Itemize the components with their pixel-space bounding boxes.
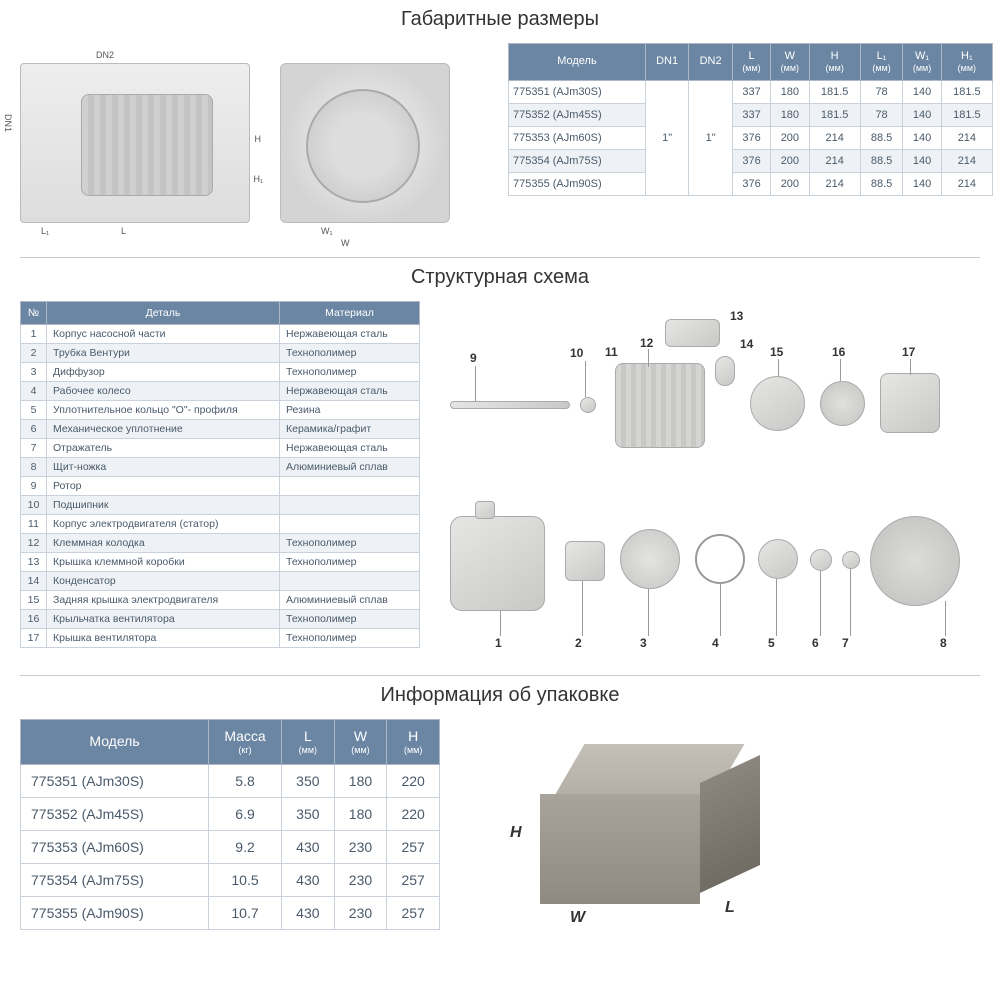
label-h1: H₁ [253,174,263,184]
callout-10: 10 [570,346,583,360]
table-row: 14Конденсатор [21,572,420,591]
part-rear-shield [750,376,805,431]
table-row: 4Рабочее колесоНержавеющая сталь [21,382,420,401]
label-dn1: DN1 [3,114,13,132]
table-header: W(мм) [334,720,387,765]
table-row: 2Трубка ВентуриТехнополимер [21,344,420,363]
callout-6: 6 [812,636,819,650]
table-header: Модель [21,720,209,765]
table-header: L(мм) [282,720,335,765]
table-row: 15Задняя крышка электродвигателяАлюминие… [21,591,420,610]
table-row: 10Подшипник [21,496,420,515]
box-label-w: W [570,909,585,927]
table-header: W(мм) [771,44,809,81]
table-row: 775354 (AJm75S)10.5430230257 [21,863,440,896]
table-row: 775355 (AJm90S)10.7430230257 [21,896,440,929]
callout-15: 15 [770,345,783,359]
callout-8: 8 [940,636,947,650]
table-header: H₁(мм) [941,44,992,81]
table-row: 775355 (AJm90S)37620021488.5140214 [509,172,993,195]
table-row: 775352 (AJm45S)337180181.578140181.5 [509,103,993,126]
callout-16: 16 [832,345,845,359]
part-bearing [580,397,596,413]
table-row: 7ОтражательНержавеющая сталь [21,439,420,458]
label-w: W [341,238,350,248]
callout-3: 3 [640,636,647,650]
table-row: 17Крышка вентилятораТехнополимер [21,629,420,648]
packaging-title: Информация об упаковке [20,684,980,707]
part-port [475,501,495,519]
table-header: № [21,302,47,325]
label-l1: L₁ [41,226,49,236]
callout-2: 2 [575,636,582,650]
table-row: 775352 (AJm45S)6.9350180220 [21,797,440,830]
callout-9: 9 [470,351,477,365]
label-h: H [255,134,262,144]
part-pump-body [450,516,545,611]
box-label-l: L [725,899,735,917]
part-fan [820,381,865,426]
label-dn2: DN2 [96,50,114,60]
part-capacitor [715,356,735,386]
table-row: 13Крышка клеммной коробкиТехнополимер [21,553,420,572]
callout-13: 13 [730,309,743,323]
part-fan-cover [880,373,940,433]
table-header: L₁(мм) [860,44,903,81]
table-header: DN1 [645,44,688,81]
part-seal [810,549,832,571]
callout-17: 17 [902,345,915,359]
callout-7: 7 [842,636,849,650]
table-row: 775351 (AJm30S)1"1"337180181.578140181.5 [509,80,993,103]
table-row: 775353 (AJm60S)9.2430230257 [21,830,440,863]
table-row: 16Крыльчатка вентилятораТехнополимер [21,610,420,629]
dimensions-table: МодельDN1DN2L(мм)W(мм)H(мм)L₁(мм)W₁(мм)H… [508,43,993,196]
packaging-table: МодельМасса(кг)L(мм)W(мм)H(мм) 775351 (A… [20,719,440,930]
callout-11: 11 [605,345,618,359]
table-row: 6Механическое уплотнениеКерамика/графит [21,420,420,439]
table-row: 775353 (AJm60S)37620021488.5140214 [509,126,993,149]
callout-14: 14 [740,337,753,351]
part-stator [615,363,705,448]
parts-table: №ДетальМатериал 1Корпус насосной частиНе… [20,301,420,648]
part-venturi [565,541,605,581]
part-rotor [450,401,570,409]
table-header: L(мм) [732,44,770,81]
callout-5: 5 [768,636,775,650]
structure-title: Структурная схема [20,266,980,289]
table-row: 775354 (AJm75S)37620021488.5140214 [509,149,993,172]
table-header: W₁(мм) [903,44,941,81]
part-diffuser [620,529,680,589]
table-row: 9Ротор [21,477,420,496]
table-row: 12Клеммная колодкаТехнополимер [21,534,420,553]
table-header: H(мм) [809,44,860,81]
table-header: Модель [509,44,646,81]
label-l: L [121,226,126,236]
table-row: 8Щит-ножкаАлюминиевый сплав [21,458,420,477]
exploded-view: 9 10 11 12 13 14 15 16 17 [440,301,980,661]
table-row: 3ДиффузорТехнополимер [21,363,420,382]
part-impeller [758,539,798,579]
callout-4: 4 [712,636,719,650]
table-header: Материал [280,302,420,325]
table-row: 5Уплотнительное кольцо "О"- профиляРезин… [21,401,420,420]
part-foot-shield [870,516,960,606]
part-tbox-cover [665,319,720,347]
box-drawing: H W L [500,724,780,924]
table-header: Масса(кг) [209,720,282,765]
table-header: H(мм) [387,720,440,765]
dimensions-title: Габаритные размеры [20,8,980,31]
part-oring [695,534,745,584]
box-label-h: H [510,824,522,842]
table-header: Деталь [47,302,280,325]
part-deflector [842,551,860,569]
label-w1: W₁ [321,226,333,236]
callout-1: 1 [495,636,502,650]
callout-12: 12 [640,336,653,350]
table-header: DN2 [689,44,732,81]
table-row: 1Корпус насосной частиНержавеющая сталь [21,325,420,344]
dimension-drawing: DN1 DN2 H H₁ L L₁ W W₁ [20,43,500,243]
table-row: 775351 (AJm30S)5.8350180220 [21,764,440,797]
table-row: 11Корпус электродвигателя (статор) [21,515,420,534]
